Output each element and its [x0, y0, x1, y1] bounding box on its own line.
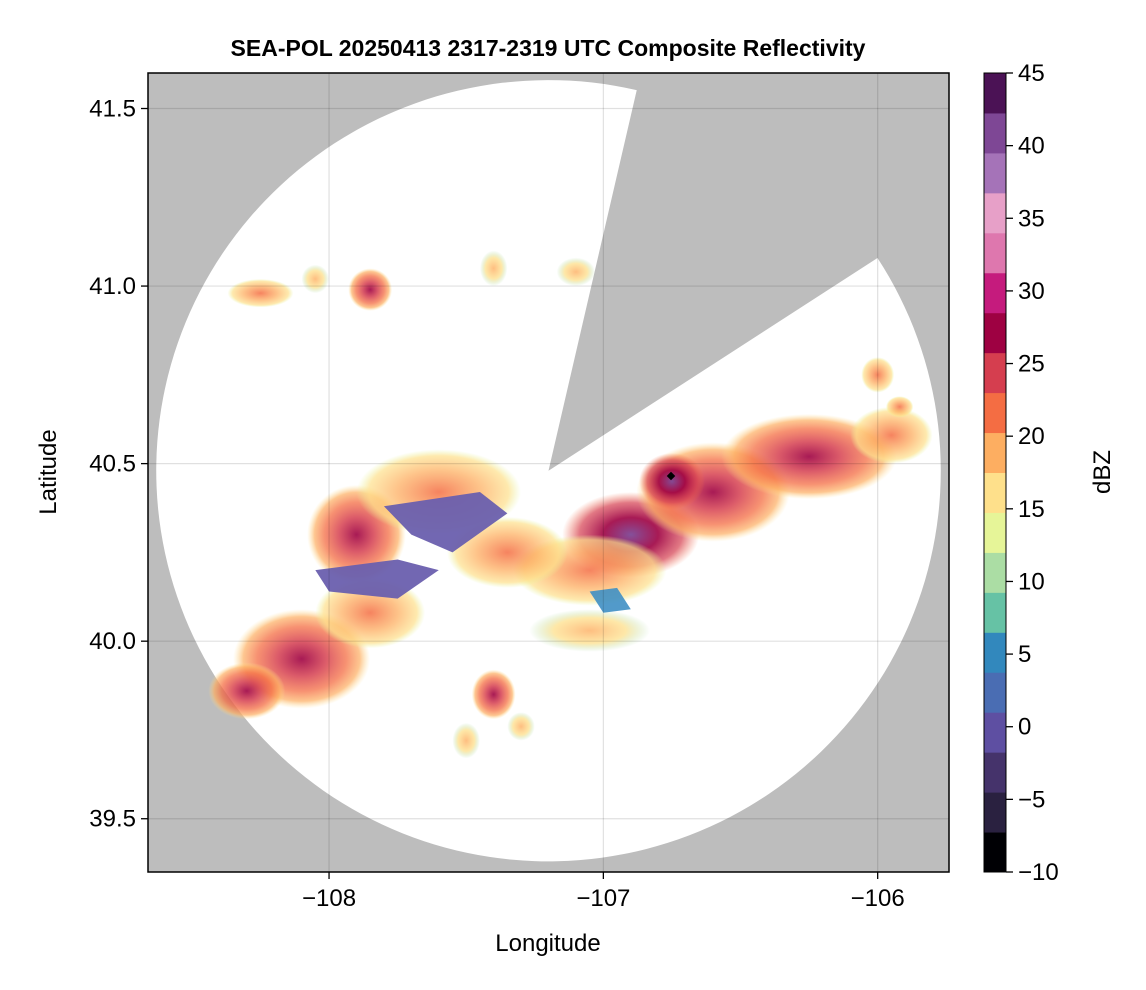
colorbar-tick-label: 15	[1018, 496, 1045, 523]
echo-north-4	[479, 250, 508, 287]
chart-title: SEA-POL 20250413 2317-2319 UTC Composite…	[231, 35, 866, 61]
x-tick-label: −107	[576, 885, 630, 912]
echo-southwest-tip	[208, 662, 286, 720]
colorbar-tick-label: −10	[1018, 859, 1059, 886]
colorbar-segment	[984, 512, 1006, 553]
echo-north-5	[556, 257, 596, 287]
colorbar-segment	[984, 432, 1006, 473]
colorbar-label: dBZ	[1089, 450, 1116, 494]
colorbar: −10 −5 0 5 10 15 20 25 30 35 40 45 dBZ	[983, 60, 1116, 886]
colorbar-segment	[984, 192, 1006, 234]
colorbar-segment	[984, 352, 1006, 394]
y-tick-label: 41.0	[89, 273, 136, 300]
y-axis-ticks: 39.5 40.0 40.5 41.0 41.5	[89, 96, 148, 833]
echo-south-band	[529, 609, 650, 652]
echo-core-north	[639, 452, 705, 510]
colorbar-tick-label: 35	[1018, 205, 1045, 232]
echo-north-3	[301, 264, 330, 294]
echo-northeast-2	[885, 396, 914, 418]
radar-marker	[666, 471, 676, 481]
reflectivity-echoes	[208, 250, 933, 759]
colorbar-segment	[984, 792, 1006, 833]
colorbar-segment	[984, 752, 1006, 793]
colorbar-tick-label: −5	[1018, 786, 1045, 813]
plot-area	[147, 72, 950, 873]
x-axis-ticks: −108 −107 −106	[302, 872, 905, 912]
colorbar-tick-label: 30	[1018, 278, 1045, 305]
colorbar-tick-label: 45	[1018, 60, 1045, 87]
colorbar-segment	[984, 392, 1006, 434]
colorbar-tick-label: 40	[1018, 133, 1045, 160]
echo-north-2	[348, 268, 393, 311]
colorbar-tick-label: 5	[1018, 641, 1031, 668]
plot-frame	[147, 72, 950, 873]
y-tick-label: 41.5	[89, 96, 136, 123]
echo-low-reflectivity-north	[383, 492, 508, 553]
echo-north-1	[227, 278, 294, 308]
echo-band-edge	[850, 406, 933, 464]
colorbar-segment	[984, 592, 1006, 633]
x-axis-label: Longitude	[495, 930, 600, 957]
y-axis-label: Latitude	[35, 429, 62, 514]
colorbar-segment	[984, 272, 1006, 314]
echo-northeast-1	[861, 357, 895, 393]
y-tick-label: 39.5	[89, 806, 136, 833]
echo-south-3	[507, 712, 535, 741]
colorbar-segment	[984, 632, 1006, 673]
colorbar-segment	[984, 73, 1006, 114]
echo-low-reflectivity-east	[589, 587, 631, 613]
colorbar-segment	[984, 712, 1006, 753]
colorbar-segment	[984, 552, 1006, 593]
colorbar-segments	[984, 73, 1006, 873]
colorbar-segment	[984, 472, 1006, 513]
grid-lines	[148, 73, 949, 872]
colorbar-segment	[984, 152, 1006, 194]
colorbar-segment	[984, 672, 1006, 713]
colorbar-tick-label: 0	[1018, 714, 1031, 741]
y-tick-label: 40.0	[89, 628, 136, 655]
colorbar-frame	[983, 72, 1007, 873]
colorbar-tick-label: 25	[1018, 351, 1045, 378]
y-tick-label: 40.5	[89, 451, 136, 478]
echo-low-reflectivity-south	[315, 559, 439, 599]
colorbar-segment	[984, 312, 1006, 354]
colorbar-segment	[984, 232, 1006, 274]
echo-south-1	[471, 669, 516, 720]
x-tick-label: −108	[302, 885, 356, 912]
echo-south-2	[452, 722, 480, 759]
colorbar-segment	[984, 832, 1006, 873]
x-tick-label: −106	[851, 885, 905, 912]
colorbar-tick-label: 20	[1018, 423, 1045, 450]
colorbar-tick-label: 10	[1018, 568, 1045, 595]
colorbar-ticks: −10 −5 0 5 10 15 20 25 30 35 40 45	[1006, 60, 1059, 886]
colorbar-segment	[984, 112, 1006, 154]
